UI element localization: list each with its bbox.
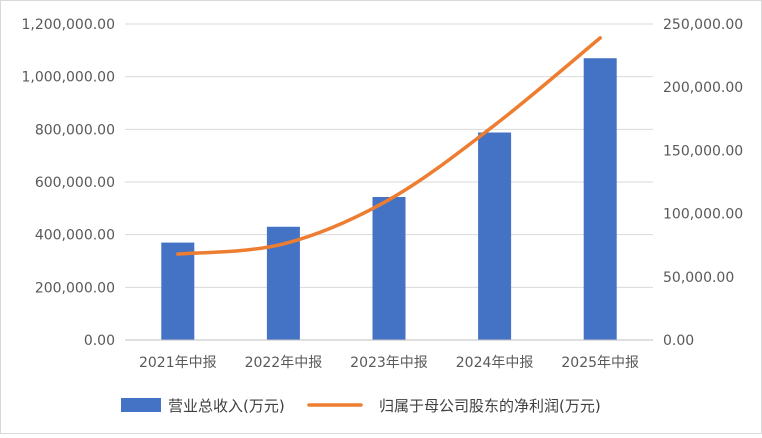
bar	[161, 242, 195, 340]
y-left-tick-label: 800,000.00	[35, 122, 115, 138]
y-left-tick-label: 600,000.00	[35, 175, 115, 191]
y-left-tick-label: 400,000.00	[35, 228, 115, 244]
line-point	[493, 123, 497, 127]
y-right-tick-label: 100,000.00	[663, 207, 743, 223]
legend-swatch-bar	[121, 398, 161, 412]
legend: 营业总收入(万元) 归属于母公司股东的净利润(万元)	[121, 397, 601, 415]
x-tick-label: 2022年中报	[245, 355, 323, 371]
line-series	[176, 36, 602, 256]
line-point	[176, 252, 180, 256]
x-tick-label: 2025年中报	[561, 355, 639, 371]
bar	[372, 197, 406, 340]
bar	[478, 132, 512, 340]
line-point	[598, 36, 602, 40]
x-tick-label: 2023年中报	[350, 355, 428, 371]
line-point	[281, 242, 285, 246]
x-tick-label: 2024年中报	[456, 355, 534, 371]
y-right-tick-label: 250,000.00	[663, 17, 743, 33]
legend-label-revenue: 营业总收入(万元)	[168, 397, 285, 415]
y-right-tick-label: 200,000.00	[663, 80, 743, 96]
y-left-tick-label: 0.00	[84, 333, 115, 349]
y-right-tick-label: 0.00	[663, 333, 694, 349]
y-left-tick-label: 1,200,000.00	[21, 17, 115, 33]
legend-label-net-profit: 归属于母公司股东的净利润(万元)	[379, 397, 601, 415]
watermark-text: 欢易号 | 诗与星空	[642, 410, 746, 425]
bar	[583, 58, 617, 340]
y-right-tick-label: 50,000.00	[663, 270, 734, 286]
y-right-tick-label: 150,000.00	[663, 143, 743, 159]
axes: 0.00 200,000.00 400,000.00 600,000.00 800,00…	[21, 17, 743, 371]
x-tick-label: 2021年中报	[139, 355, 217, 371]
line-point	[387, 198, 391, 202]
y-left-tick-label: 1,000,000.00	[21, 70, 115, 86]
y-left-tick-label: 200,000.00	[35, 280, 115, 296]
